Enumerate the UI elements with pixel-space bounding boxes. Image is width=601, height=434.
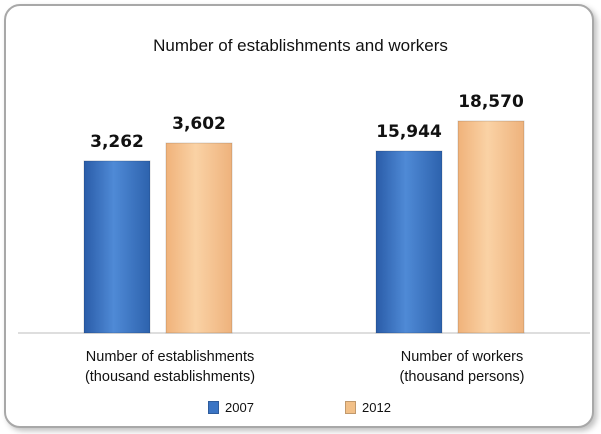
category-label-0-line-0: Number of establishments: [86, 349, 254, 365]
category-labels: Number of establishments (thousand establ…: [85, 349, 525, 385]
bar-2007-1: [375, 150, 443, 334]
bar-2012-0: [165, 142, 233, 334]
data-label-2012-0: 3,602: [172, 114, 226, 134]
bars-group: 3,262 3,602 15,944 18,570: [83, 92, 525, 334]
category-label-1-line-0: Number of workers: [401, 349, 523, 365]
data-label-2007-1: 15,944: [376, 122, 442, 142]
category-label-0-line-1: (thousand establishments): [85, 369, 255, 385]
bar-2007-0: [83, 160, 151, 334]
legend-swatch-2007: [208, 401, 219, 414]
legend-label-2007: 2007: [225, 400, 254, 415]
legend-item-2012: 2012: [345, 400, 391, 415]
legend: 2007 2012: [0, 400, 601, 420]
legend-item-2007: 2007: [208, 400, 254, 415]
category-label-1-line-1: (thousand persons): [400, 369, 525, 385]
chart-title: Number of establishments and workers: [153, 36, 448, 55]
legend-swatch-2012: [345, 401, 356, 414]
data-label-2007-0: 3,262: [90, 132, 144, 152]
data-label-2012-1: 18,570: [458, 92, 524, 112]
bar-2012-1: [457, 120, 525, 334]
legend-label-2012: 2012: [362, 400, 391, 415]
